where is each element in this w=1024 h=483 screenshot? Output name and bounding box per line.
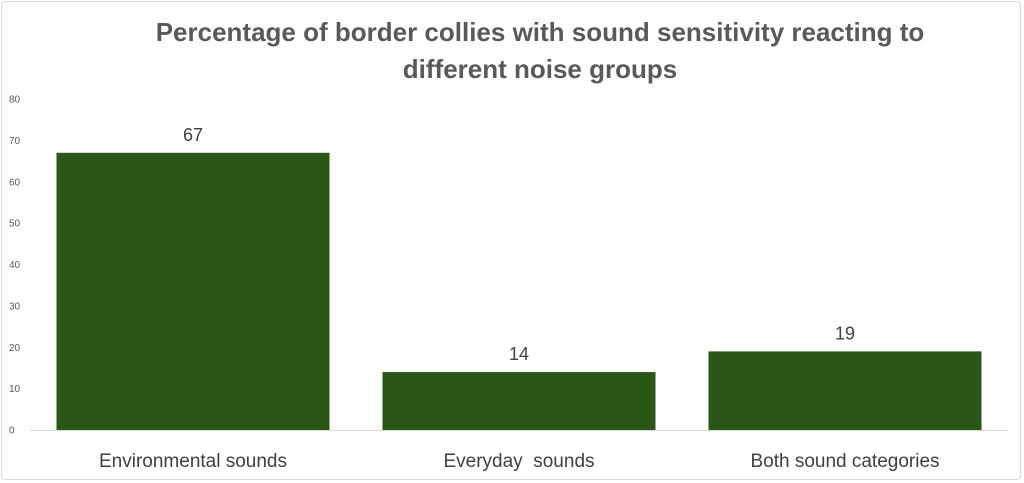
bar [382,372,656,430]
y-tick-label: 0 [9,426,15,437]
data-label: 19 [835,323,855,343]
y-tick-label: 30 [9,301,21,312]
y-tick-label: 60 [9,177,21,188]
chart-title: Percentage of border collies with sound … [155,17,925,84]
x-category-label: Both sound categories [750,451,939,472]
y-tick-label: 50 [9,219,21,230]
bars [56,152,982,430]
y-tick-label: 10 [9,384,21,395]
y-tick-label: 70 [9,136,21,147]
bar [56,152,330,430]
x-category-label: Everyday sounds [443,451,594,472]
y-axis: 0 10 20 30 40 50 60 70 80 [9,95,21,437]
bar [708,351,982,430]
data-labels: 67 14 19 [183,125,855,364]
y-tick-label: 40 [9,260,21,271]
y-tick-label: 20 [9,343,21,354]
data-label: 67 [183,125,203,145]
data-label: 14 [509,344,529,364]
x-category-label: Environmental sounds [99,451,287,472]
y-tick-label: 80 [9,95,21,106]
x-axis: Environmental sounds Everyday sounds Both … [30,430,1008,472]
